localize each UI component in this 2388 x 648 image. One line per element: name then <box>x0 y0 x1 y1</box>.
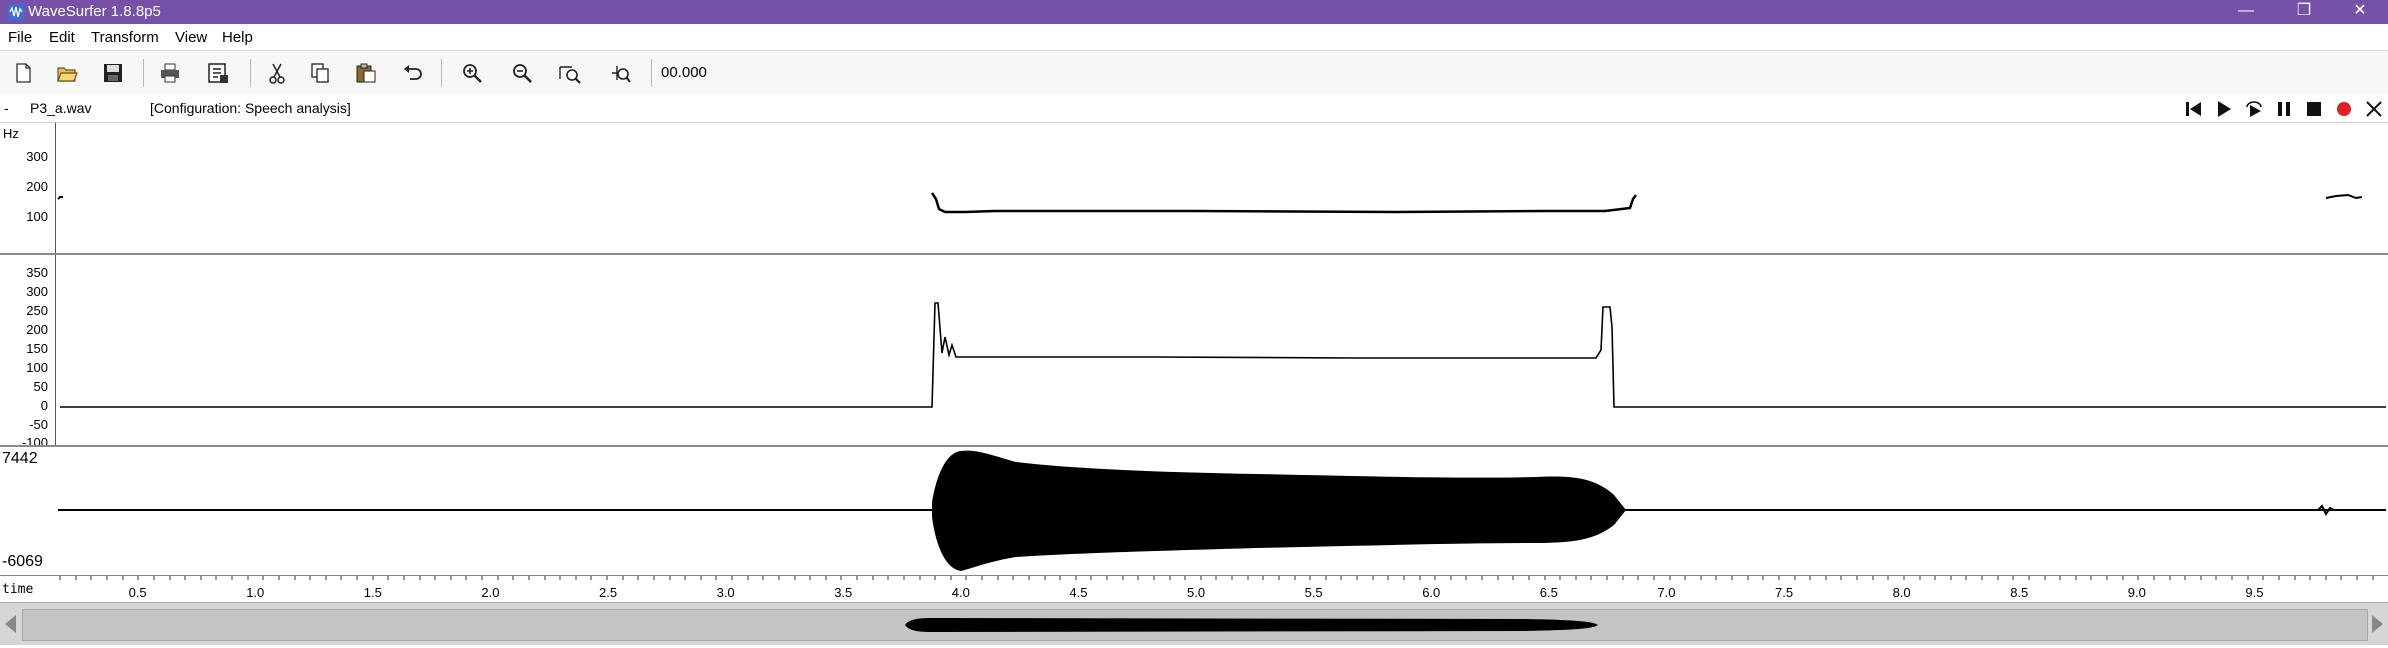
filename: P3_a.wav <box>30 100 92 116</box>
intensity-curve <box>60 302 2386 408</box>
menu-bar: File Edit Transform View Help <box>0 24 2388 50</box>
menu-help[interactable]: Help <box>222 29 253 46</box>
toolbar-separator <box>441 59 442 87</box>
intensity-tick-label: 250 <box>26 303 48 318</box>
time-tick-label: 9.0 <box>2127 585 2146 600</box>
intensity-tick-label: 300 <box>26 284 48 299</box>
close-sound-icon[interactable] <box>2363 98 2385 120</box>
pane-divider[interactable] <box>0 253 2388 255</box>
waveform-max-label: 7442 <box>2 450 38 467</box>
time-axis: time 0.5 1.0 1.5 2.0 2.5 3.0 3.5 4.0 4.5 5.0 5.5 6.… <box>0 575 2388 602</box>
time-tick-label: 3.5 <box>834 585 853 600</box>
time-tick-label: 1.5 <box>363 585 382 600</box>
time-tick-label: 4.5 <box>1069 585 1088 600</box>
time-tick-label: 2.5 <box>599 585 618 600</box>
undo-icon[interactable] <box>400 61 424 85</box>
time-tick-label: 5.0 <box>1187 585 1206 600</box>
time-tick-label: 7.5 <box>1775 585 1794 600</box>
time-readout: 00.000 <box>661 64 707 81</box>
scroll-left-icon[interactable] <box>2 612 20 636</box>
record-icon[interactable] <box>2333 98 2355 120</box>
zoom-all-icon[interactable] <box>608 61 632 85</box>
time-tick-label: 6.5 <box>1539 585 1558 600</box>
pitch-pane[interactable]: Hz 300 200 100 <box>0 123 2388 253</box>
print-setup-icon[interactable] <box>206 61 230 85</box>
intensity-pane[interactable]: 350 300 250 200 150 100 50 0 -50 -100 <box>0 255 2388 450</box>
time-tick-label: 9.5 <box>2245 585 2264 600</box>
toolbar: 00.000 <box>0 50 2388 96</box>
time-tick-label: 4.0 <box>951 585 970 600</box>
time-tick-label: 5.5 <box>1304 585 1323 600</box>
open-icon[interactable] <box>55 61 79 85</box>
intensity-axis-line <box>55 255 56 445</box>
stop-icon[interactable] <box>2303 98 2325 120</box>
menu-view[interactable]: View <box>175 29 208 46</box>
time-axis-label: time <box>2 582 34 597</box>
play-loop-icon[interactable] <box>2243 98 2265 120</box>
time-tick-label: 1.0 <box>246 585 265 600</box>
intensity-tick-label: 200 <box>26 322 48 337</box>
minimize-button[interactable]: — <box>2238 2 2254 19</box>
file-bar: - P3_a.wav [Configuration: Speech analys… <box>0 94 2388 123</box>
pitch-tick-label: 200 <box>26 179 48 194</box>
pitch-axis-line <box>55 123 56 253</box>
file-bar-dash[interactable]: - <box>4 100 9 116</box>
title-bar: WaveSurfer 1.8.8p5 — ❐ ✕ <box>0 0 2388 24</box>
pitch-tick-label: 300 <box>26 149 48 164</box>
intensity-tick-label: 350 <box>26 265 48 280</box>
intensity-tick-label: -50 <box>29 417 48 432</box>
time-tick-label: 0.5 <box>128 585 147 600</box>
time-tick-label: 7.0 <box>1657 585 1676 600</box>
intensity-tick-label: 100 <box>26 360 48 375</box>
toolbar-separator <box>651 59 652 87</box>
paste-icon[interactable] <box>354 61 378 85</box>
zoom-in-icon[interactable] <box>460 61 484 85</box>
new-icon[interactable] <box>11 61 35 85</box>
toolbar-separator <box>250 59 251 87</box>
waveform-pane[interactable]: 7442 -6069 <box>0 447 2388 575</box>
skip-to-start-icon[interactable] <box>2183 98 2205 120</box>
intensity-tick-label: 50 <box>33 379 48 394</box>
save-icon[interactable] <box>101 61 125 85</box>
time-axis-ticks <box>59 576 2374 580</box>
scrollbar-thumb[interactable] <box>22 609 2368 641</box>
time-tick-label: 8.0 <box>1892 585 1911 600</box>
waveform-min-label: -6069 <box>2 553 43 570</box>
copy-icon[interactable] <box>308 61 332 85</box>
restore-button[interactable]: ❐ <box>2296 2 2312 19</box>
horizontal-scrollbar[interactable] <box>0 602 2388 645</box>
wavesurfer-app-icon <box>8 4 24 20</box>
configuration-label: [Configuration: Speech analysis] <box>150 100 351 116</box>
intensity-tick-label: 150 <box>26 341 48 356</box>
scroll-right-icon[interactable] <box>2368 612 2386 636</box>
menu-edit[interactable]: Edit <box>49 29 75 46</box>
waveform-display <box>58 450 2386 571</box>
zoom-selection-icon[interactable] <box>558 61 582 85</box>
pane-divider[interactable] <box>0 445 2388 447</box>
time-tick-label: 8.5 <box>2010 585 2029 600</box>
print-icon[interactable] <box>158 61 182 85</box>
play-icon[interactable] <box>2213 98 2235 120</box>
intensity-tick-label: 0 <box>40 398 48 413</box>
pitch-contour <box>57 192 2363 214</box>
menu-file[interactable]: File <box>8 29 33 46</box>
time-tick-label: 2.0 <box>481 585 500 600</box>
pitch-unit-label: Hz <box>3 126 19 141</box>
pitch-axis: Hz 300 200 100 <box>0 123 56 253</box>
time-tick-label: 6.0 <box>1422 585 1441 600</box>
cut-icon[interactable] <box>265 61 289 85</box>
intensity-axis: 350 300 250 200 150 100 50 0 -50 -100 <box>0 255 56 450</box>
menu-transform[interactable]: Transform <box>91 29 159 46</box>
pause-icon[interactable] <box>2273 98 2295 120</box>
zoom-out-icon[interactable] <box>510 61 534 85</box>
window-title: WaveSurfer 1.8.8p5 <box>28 3 161 20</box>
time-tick-label: 3.0 <box>716 585 735 600</box>
close-window-button[interactable]: ✕ <box>2353 2 2367 19</box>
toolbar-separator <box>143 59 144 87</box>
overview-waveform <box>905 618 1598 632</box>
pitch-tick-label: 100 <box>26 209 48 224</box>
